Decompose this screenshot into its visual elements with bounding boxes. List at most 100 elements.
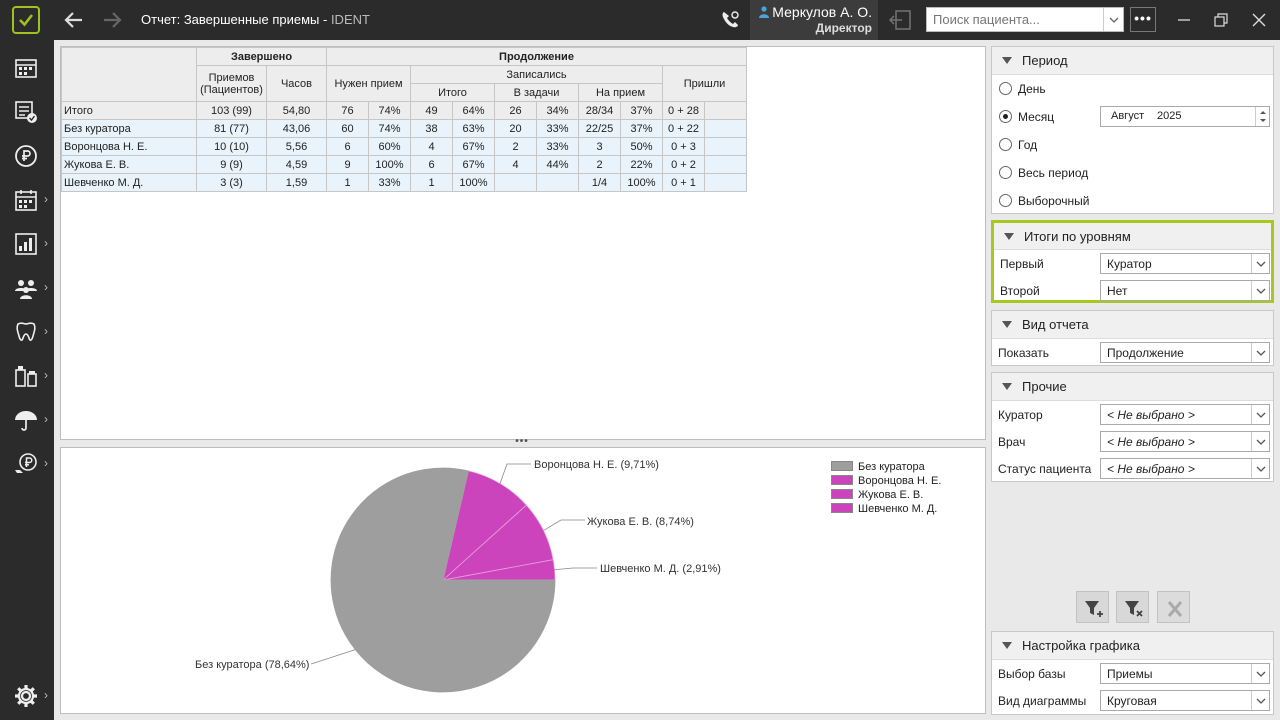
radio-button[interactable] <box>999 82 1012 95</box>
user-block[interactable]: Меркулов А. О. Директор <box>750 0 878 40</box>
sidebar-item-settings[interactable]: › <box>0 676 54 716</box>
report-title: Отчет: Завершенные приемы <box>141 12 320 27</box>
cell-appt-p: 50% <box>620 137 663 156</box>
legend-label: Жукова Е. В. <box>858 489 924 501</box>
show-select[interactable]: Продолжение <box>1100 342 1270 363</box>
radio-button[interactable] <box>999 138 1012 151</box>
telephony-icon[interactable] <box>718 8 742 32</box>
app-logo-icon[interactable] <box>12 6 40 34</box>
other-panel-header[interactable]: Прочие <box>992 373 1273 401</box>
sidebar-item-pharmacy[interactable]: › <box>0 356 54 396</box>
search-dropdown-chevron-icon[interactable] <box>1103 8 1123 31</box>
period-panel-title: Период <box>1022 53 1068 68</box>
period-option[interactable]: Весь период <box>992 159 1273 187</box>
cell-task-p: 33% <box>536 119 579 138</box>
back-arrow-icon[interactable] <box>62 8 86 32</box>
period-option[interactable]: День <box>992 75 1273 103</box>
more-button[interactable]: ••• <box>1130 7 1156 32</box>
table-total-row[interactable]: Итого 103 (99) 54,80 76 74% 49 64% 26 34% 28/34 37… <box>61 101 747 120</box>
curator-label: Куратор <box>998 408 1043 422</box>
period-option[interactable]: Месяц Август 2025 <box>992 103 1273 131</box>
col-header-need-appointment: Нужен прием <box>326 65 411 102</box>
legend-item: Без куратора <box>831 460 941 474</box>
pie-slice-0[interactable] <box>330 467 556 693</box>
levels-panel-header[interactable]: Итоги по уровням <box>994 223 1271 250</box>
return-document-icon[interactable] <box>888 8 914 32</box>
chevron-down-icon <box>1251 691 1269 710</box>
view-panel-header[interactable]: Вид отчета <box>992 311 1273 339</box>
chart-settings-header[interactable]: Настройка графика <box>992 632 1273 660</box>
collapse-triangle-icon <box>1004 233 1014 240</box>
cell-appts: 103 (99) <box>196 101 267 120</box>
spin-buttons-icon[interactable] <box>1255 107 1269 126</box>
radio-button[interactable] <box>999 166 1012 179</box>
legend-swatch <box>831 489 853 499</box>
period-options: День Месяц Август 2025 Год Весь период Выбороч… <box>992 75 1273 215</box>
cell-empty <box>704 119 747 138</box>
level-second-select[interactable]: Нет <box>1100 280 1270 301</box>
group-header-signed-up: Записались <box>410 65 663 84</box>
cell-empty <box>704 173 747 192</box>
radio-button[interactable] <box>999 194 1012 207</box>
sidebar-item-dental[interactable]: › <box>0 312 54 352</box>
add-filter-button[interactable] <box>1076 591 1109 623</box>
sidebar-item-calendar[interactable]: › <box>0 180 54 220</box>
show-label: Показать <box>998 346 1050 360</box>
user-icon <box>759 6 770 18</box>
table-row[interactable]: Без куратора 81 (77) 43,06 60 74% 38 63% 20 33% 2… <box>61 119 747 138</box>
level-first-row: Первый Куратор <box>994 250 1271 277</box>
patient-status-select[interactable]: < Не выбрано > <box>1100 458 1270 479</box>
cell-hours: 4,59 <box>266 155 327 174</box>
month-year-picker[interactable]: Август 2025 <box>1100 106 1270 127</box>
cell-task-n: 20 <box>494 119 537 138</box>
col-header-to-appointment: На прием <box>578 83 663 102</box>
clear-x-icon <box>1167 601 1183 617</box>
sidebar-item-payments[interactable]: › <box>0 444 54 484</box>
cell-appt-p: 37% <box>620 119 663 138</box>
col-header-total: Итого <box>410 83 495 102</box>
table-row[interactable]: Воронцова Н. Е. 10 (10) 5,56 6 60% 4 67% 2 33% 3 5… <box>61 137 747 156</box>
settings-icon <box>15 685 37 707</box>
sidebar-item-tasks[interactable] <box>0 92 54 132</box>
patient-search[interactable] <box>926 7 1124 32</box>
table-row[interactable]: Жукова Е. В. 9 (9) 4,59 9 100% 6 67% 4 44% 2 22% 0 … <box>61 155 747 174</box>
collapse-triangle-icon <box>1002 321 1012 328</box>
sidebar-item-patients[interactable]: › <box>0 268 54 308</box>
chart-base-value: Приемы <box>1107 667 1153 681</box>
doctor-label: Врач <box>998 435 1026 449</box>
chart-type-select[interactable]: Круговая <box>1100 690 1270 711</box>
cell-need-n: 6 <box>326 137 369 156</box>
pie-chart: Шевченко М. Д. (2,91%) Жукова Е. В. (8,74… <box>195 459 721 693</box>
group-header-came: Пришли <box>662 65 747 102</box>
curator-select[interactable]: < Не выбрано > <box>1100 404 1270 425</box>
panel-splitter-handle[interactable]: ••• <box>515 436 529 447</box>
sidebar-item-reports[interactable]: › <box>0 224 54 264</box>
level-first-select[interactable]: Куратор <box>1100 253 1270 274</box>
legend-swatch <box>831 461 853 471</box>
clear-filters-button[interactable] <box>1157 591 1190 623</box>
patient-search-input[interactable] <box>927 8 1103 31</box>
sidebar-expand-arrow: › <box>44 456 48 470</box>
title-separator: - <box>319 12 331 27</box>
doctor-select[interactable]: < Не выбрано > <box>1100 431 1270 452</box>
sidebar-item-insurance[interactable]: › <box>0 400 54 440</box>
sidebar-item-finance[interactable] <box>0 136 54 176</box>
close-icon[interactable] <box>1249 10 1269 30</box>
radio-button[interactable] <box>999 110 1012 123</box>
period-option[interactable]: Выборочный <box>992 187 1273 215</box>
user-name-line: Меркулов А. О. <box>759 4 872 20</box>
period-option[interactable]: Год <box>992 131 1273 159</box>
restore-icon[interactable] <box>1211 10 1231 30</box>
chart-base-select[interactable]: Приемы <box>1100 663 1270 684</box>
forward-arrow-icon[interactable] <box>100 8 124 32</box>
minimize-icon[interactable] <box>1174 10 1194 30</box>
period-panel-header[interactable]: Период <box>992 47 1273 75</box>
table-row[interactable]: Шевченко М. Д. 3 (3) 1,59 1 33% 1 100% 1/4 100% 0… <box>61 173 747 192</box>
remove-filter-button[interactable] <box>1116 591 1149 623</box>
cell-appt-n: 2 <box>578 155 621 174</box>
period-option-label: Выборочный <box>1018 194 1090 208</box>
cell-tot-p: 67% <box>452 155 495 174</box>
sidebar-item-schedule[interactable] <box>0 48 54 88</box>
level-second-row: Второй Нет <box>994 277 1271 304</box>
cell-came: 0 + 28 <box>662 101 705 120</box>
